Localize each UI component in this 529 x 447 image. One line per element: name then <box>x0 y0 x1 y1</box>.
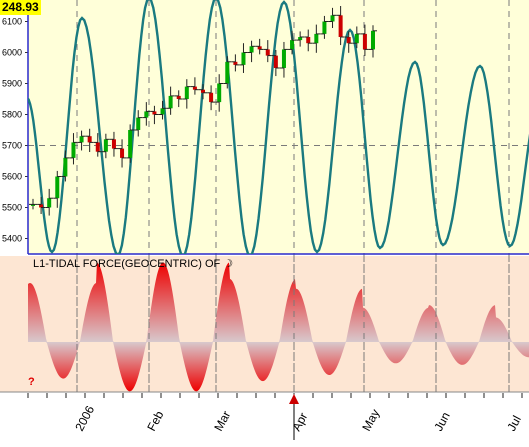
date-axis-background <box>0 393 529 442</box>
ohlc-bar-body <box>176 95 181 99</box>
ohlc-bar-body <box>330 15 335 22</box>
ohlc-bar-body <box>128 130 133 158</box>
ohlc-bar-body <box>120 148 125 158</box>
ohlc-bar-body <box>168 95 173 109</box>
y-axis-tick-label: 5600 <box>2 172 22 182</box>
ohlc-bar-body <box>249 46 254 53</box>
ohlc-bar-body <box>306 37 311 44</box>
ohlc-bar-body <box>298 37 303 41</box>
ohlc-bar-body <box>87 136 92 143</box>
ohlc-bar-body <box>31 204 35 206</box>
ohlc-bar-body <box>192 86 197 90</box>
tidal-wave-negative <box>28 342 529 392</box>
y-axis-tick-label: 5900 <box>2 79 22 89</box>
ohlc-bar-body <box>63 157 68 177</box>
ohlc-bar-body <box>257 46 262 50</box>
y-axis-tick-label: 5500 <box>2 203 22 213</box>
ohlc-bar-body <box>103 139 108 152</box>
ohlc-bar-body <box>201 89 205 93</box>
ohlc-bar-body <box>79 136 84 143</box>
indicator-title: L1-TIDAL FORCE(GEOCENTRIC) OF ☽ <box>33 258 234 270</box>
ohlc-bar-body <box>111 139 116 149</box>
ohlc-bar-body <box>371 30 375 50</box>
ohlc-bar-body <box>362 33 367 50</box>
y-axis-tick-label: 6000 <box>2 48 22 58</box>
ohlc-bar-body <box>47 198 52 208</box>
help-question-icon[interactable]: ? <box>28 376 35 388</box>
ohlc-bar-body <box>225 61 230 84</box>
ohlc-bar-body <box>39 204 44 208</box>
ohlc-bar-body <box>346 37 351 44</box>
y-axis-tick-label: 6100 <box>2 17 22 27</box>
ohlc-bar-body <box>152 111 157 115</box>
ohlc-bar-body <box>71 142 76 158</box>
x-axis-month-label: Jul <box>504 413 524 433</box>
ohlc-bar-body <box>160 108 165 115</box>
ohlc-bar-body <box>273 55 278 68</box>
ohlc-bar-body <box>290 40 295 50</box>
y-axis-tick-label: 5700 <box>2 141 22 151</box>
y-axis-tick-label: 5800 <box>2 110 22 120</box>
time-cursor-arrow-icon <box>289 394 299 404</box>
ohlc-bar-body <box>184 86 189 99</box>
ohlc-bar-body <box>209 92 214 103</box>
ohlc-bar-body <box>136 117 141 130</box>
ohlc-bar-body <box>217 83 222 103</box>
tidal-wave-positive <box>28 262 529 342</box>
ohlc-bar-body <box>322 21 327 34</box>
ohlc-bar-body <box>265 49 270 56</box>
ohlc-bar-body <box>354 33 359 44</box>
upper-panel-background <box>28 0 529 254</box>
ohlc-bar-body <box>95 142 100 152</box>
ohlc-bar-body <box>338 15 343 38</box>
teal-curve-line <box>28 0 529 254</box>
ohlc-bar-body <box>233 61 238 65</box>
last-price-badge: 248.93 <box>0 0 41 15</box>
ohlc-bar-body <box>144 111 149 118</box>
ohlc-bar-body <box>241 52 246 65</box>
ohlc-bar-body <box>281 49 286 68</box>
ohlc-bar-body <box>55 176 60 199</box>
y-axis-tick-label: 5400 <box>2 234 22 244</box>
ohlc-bar-body <box>314 33 319 44</box>
